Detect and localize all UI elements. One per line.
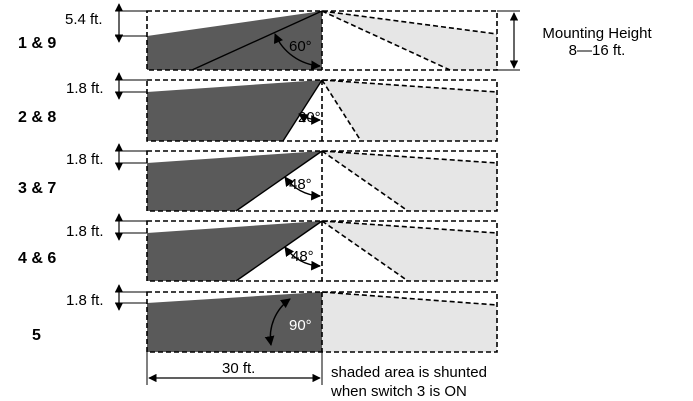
row-3-7-angle-arc bbox=[284, 176, 321, 201]
pattern-row-5: 90° 5 1.8 ft. bbox=[32, 284, 498, 353]
row-3-7-dashed-upper bbox=[321, 150, 498, 164]
row-3-7-dashed-lower bbox=[321, 150, 409, 212]
row-3-7-label: 3 & 7 bbox=[18, 180, 56, 197]
row-4-6-angle-arc bbox=[284, 246, 321, 271]
row-1-9-label: 1 & 9 bbox=[18, 35, 56, 52]
row-2-8-dark-zone bbox=[147, 80, 322, 141]
row-5-angle-label: 90° bbox=[289, 317, 312, 334]
row-2-8-shunted-zone bbox=[322, 80, 497, 141]
row-4-6-dark-zone bbox=[147, 221, 322, 281]
mounting-height-range: 8—16 ft. bbox=[569, 42, 626, 59]
row-4-6-offset-label: 1.8 ft. bbox=[66, 223, 104, 240]
width-dimension: 30 ft. bbox=[146, 352, 323, 385]
row-3-7-angle-label: 48° bbox=[289, 176, 312, 193]
row-1-9-dashed-upper bbox=[321, 10, 498, 35]
shunt-note: shaded area is shunted when switch 3 is … bbox=[330, 364, 487, 400]
row-2-8-label: 2 & 8 bbox=[18, 109, 56, 126]
row-3-7-shunted-zone bbox=[322, 151, 497, 211]
row-2-8-offset-label: 1.8 ft. bbox=[66, 80, 104, 97]
row-5-dashed-upper bbox=[321, 291, 498, 306]
shunt-note-line1: shaded area is shunted bbox=[331, 364, 487, 381]
row-5-angle-arc bbox=[264, 298, 291, 346]
row-1-9-shunted-zone bbox=[322, 11, 497, 70]
row-3-7-beam-edge bbox=[235, 150, 323, 212]
row-4-6-shunted-zone bbox=[322, 221, 497, 281]
row-4-6-label: 4 & 6 bbox=[18, 250, 56, 267]
row-3-7-dark-zone bbox=[147, 151, 322, 211]
pattern-row-3-7: 48° 3 & 7 1.8 ft. bbox=[18, 143, 498, 212]
row-1-9-beam-edge bbox=[191, 10, 323, 71]
row-1-9-offset-label: 5.4 ft. bbox=[65, 11, 103, 28]
row-3-7-offset-label: 1.8 ft. bbox=[66, 151, 104, 168]
row-1-9-angle-label: 60° bbox=[289, 38, 312, 55]
row-5-shunted-zone bbox=[322, 292, 497, 352]
row-4-6-beam-edge bbox=[235, 220, 323, 282]
pattern-row-4-6: 48° 4 & 6 1.8 ft. bbox=[18, 213, 498, 282]
row-2-8-beam-edge bbox=[282, 79, 323, 142]
row-5-label: 5 bbox=[32, 327, 41, 344]
row-4-6-angle-label: 48° bbox=[291, 248, 314, 265]
pattern-row-2-8: 20° 2 & 8 1.8 ft. bbox=[18, 72, 498, 142]
row-2-8-dashed-lower bbox=[321, 79, 362, 142]
row-2-8-dashed-upper bbox=[321, 79, 498, 93]
mounting-height-dimension: Mounting Height 8—16 ft. bbox=[497, 10, 652, 71]
row-4-6-dashed-upper bbox=[321, 220, 498, 234]
row-2-8-angle-label: 20° bbox=[298, 109, 321, 126]
row-1-9-angle-arc bbox=[273, 33, 321, 71]
row-5-offset-label: 1.8 ft. bbox=[66, 292, 104, 309]
row-2-8-angle-arc bbox=[298, 113, 321, 125]
row-4-6-dashed-lower bbox=[321, 220, 409, 282]
mounting-height-label: Mounting Height bbox=[542, 25, 652, 42]
shunt-note-line2: when switch 3 is ON bbox=[330, 383, 467, 400]
width-label: 30 ft. bbox=[222, 360, 255, 377]
pattern-row-1-9: 60° 1 & 9 5.4 ft. bbox=[18, 3, 498, 71]
